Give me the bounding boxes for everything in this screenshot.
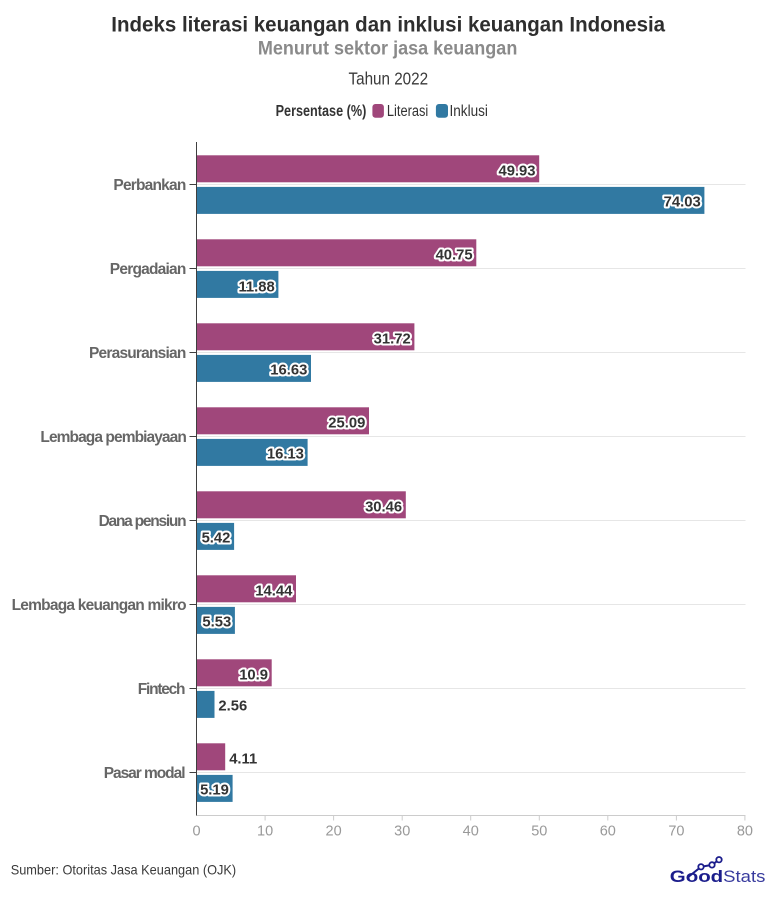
svg-text:Inklusi: Inklusi bbox=[450, 103, 488, 120]
svg-text:Fintech: Fintech bbox=[138, 681, 186, 698]
svg-text:30.46: 30.46 bbox=[365, 500, 402, 516]
svg-text:30: 30 bbox=[394, 824, 410, 840]
svg-text:2.56: 2.56 bbox=[218, 699, 247, 715]
svg-text:70: 70 bbox=[668, 824, 684, 840]
svg-text:5.42: 5.42 bbox=[202, 531, 231, 547]
svg-text:40: 40 bbox=[463, 824, 479, 840]
svg-text:31.72: 31.72 bbox=[374, 332, 411, 348]
svg-text:Perbankan: Perbankan bbox=[113, 177, 186, 194]
svg-text:49.93: 49.93 bbox=[498, 164, 535, 180]
svg-text:Tahun 2022: Tahun 2022 bbox=[349, 69, 429, 89]
svg-text:Menurut sektor jasa keuangan: Menurut sektor jasa keuangan bbox=[258, 39, 518, 60]
svg-text:11.88: 11.88 bbox=[238, 280, 274, 296]
svg-text:60: 60 bbox=[600, 824, 616, 840]
svg-text:10.9: 10.9 bbox=[239, 668, 268, 684]
svg-text:Literasi: Literasi bbox=[387, 103, 428, 120]
svg-text:5.19: 5.19 bbox=[200, 783, 229, 799]
svg-text:74.03: 74.03 bbox=[664, 195, 701, 211]
svg-text:14.44: 14.44 bbox=[255, 584, 293, 600]
svg-text:Perasuransian: Perasuransian bbox=[89, 345, 186, 362]
svg-text:4.11: 4.11 bbox=[229, 752, 257, 768]
svg-text:16.13: 16.13 bbox=[267, 447, 304, 463]
svg-text:Indeks literasi keuangan dan i: Indeks literasi keuangan dan inklusi keu… bbox=[111, 13, 665, 36]
svg-text:0: 0 bbox=[192, 824, 200, 840]
svg-text:80: 80 bbox=[737, 824, 753, 840]
svg-text:Pergadaian: Pergadaian bbox=[110, 261, 187, 278]
svg-text:10: 10 bbox=[257, 824, 273, 840]
svg-text:20: 20 bbox=[326, 824, 342, 840]
svg-text:Sumber: Otoritas Jasa Keuangan: Sumber: Otoritas Jasa Keuangan (OJK) bbox=[11, 861, 237, 877]
svg-text:5.53: 5.53 bbox=[202, 615, 231, 631]
svg-text:Pasar modal: Pasar modal bbox=[104, 765, 186, 782]
svg-text:Dana pensiun: Dana pensiun bbox=[99, 513, 187, 530]
svg-text:50: 50 bbox=[531, 824, 547, 840]
svg-text:Lembaga keuangan mikro: Lembaga keuangan mikro bbox=[12, 597, 187, 614]
svg-text:Stats: Stats bbox=[723, 867, 765, 886]
svg-text:25.09: 25.09 bbox=[328, 416, 365, 432]
svg-text:16.63: 16.63 bbox=[270, 363, 307, 379]
svg-text:Lembaga pembiayaan: Lembaga pembiayaan bbox=[40, 429, 186, 446]
svg-text:Persentase (%): Persentase (%) bbox=[276, 103, 367, 120]
svg-text:40.75: 40.75 bbox=[436, 248, 473, 264]
svg-text:Good: Good bbox=[670, 867, 723, 886]
